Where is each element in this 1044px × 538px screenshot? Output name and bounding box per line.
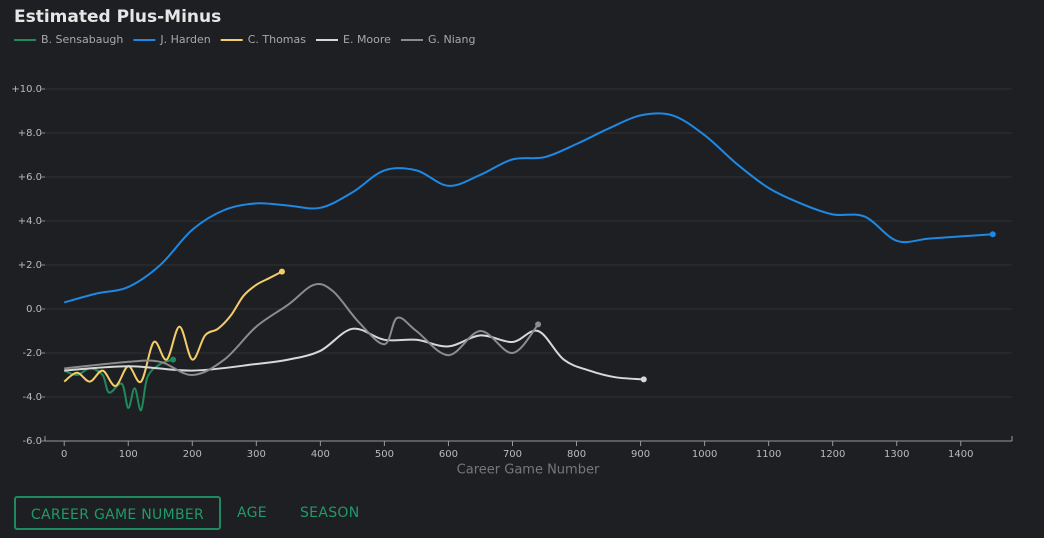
series-line — [63, 112, 993, 304]
end-point — [170, 356, 177, 363]
x-tick-label: 1200 — [820, 449, 845, 460]
x-tick-label: 800 — [567, 449, 586, 460]
y-tick-label: -4.0 — [22, 392, 42, 403]
end-point — [640, 376, 647, 383]
y-tick-label: -2.0 — [22, 348, 42, 359]
chart-title: Estimated Plus-Minus — [14, 7, 221, 27]
tab-button[interactable]: AGE — [237, 505, 267, 521]
legend: B. Sensabaugh J. Harden C. Thomas E. Moore G… — [14, 33, 475, 46]
legend-label: B. Sensabaugh — [41, 33, 123, 46]
y-tick-label: -6.0 — [22, 436, 42, 447]
x-axis-label: Career Game Number — [457, 463, 600, 478]
legend-label: G. Niang — [428, 33, 476, 46]
x-tick-label: 300 — [247, 449, 266, 460]
y-tick-label: +10.0 — [11, 84, 42, 95]
x-tick-label: 1100 — [756, 449, 781, 460]
x-tick-label: 1400 — [948, 449, 973, 460]
legend-label: E. Moore — [343, 33, 391, 46]
x-tick-label: 100 — [119, 449, 138, 460]
x-tick-label: 700 — [503, 449, 522, 460]
x-tick-label: 1000 — [692, 449, 717, 460]
end-point — [989, 231, 996, 238]
tab-button[interactable]: CAREER GAME NUMBER — [14, 496, 221, 530]
x-tick-label: 500 — [375, 449, 394, 460]
x-tick-label: 400 — [311, 449, 330, 460]
end-point — [535, 321, 542, 328]
chart: Estimated Plus-Minus B. Sensabaugh J. Har… — [11, 7, 1013, 478]
x-tick-label: 600 — [439, 449, 458, 460]
legend-label: J. Harden — [159, 33, 210, 46]
y-tick-label: 0.0 — [26, 304, 42, 315]
y-tick-label: +2.0 — [18, 260, 42, 271]
y-tick-label: +8.0 — [18, 128, 42, 139]
x-tick-label: 200 — [183, 449, 202, 460]
series-line — [64, 327, 644, 381]
legend-label: C. Thomas — [248, 33, 307, 46]
end-point — [278, 268, 285, 275]
x-tick-label: 900 — [631, 449, 650, 460]
y-tick-label: +6.0 — [18, 172, 42, 183]
series-line — [63, 270, 283, 387]
x-tick-label: 0 — [61, 449, 67, 460]
series-line — [64, 283, 539, 377]
x-tick-label: 1300 — [884, 449, 909, 460]
y-tick-label: +4.0 — [18, 216, 42, 227]
tab-button[interactable]: SEASON — [300, 505, 360, 521]
